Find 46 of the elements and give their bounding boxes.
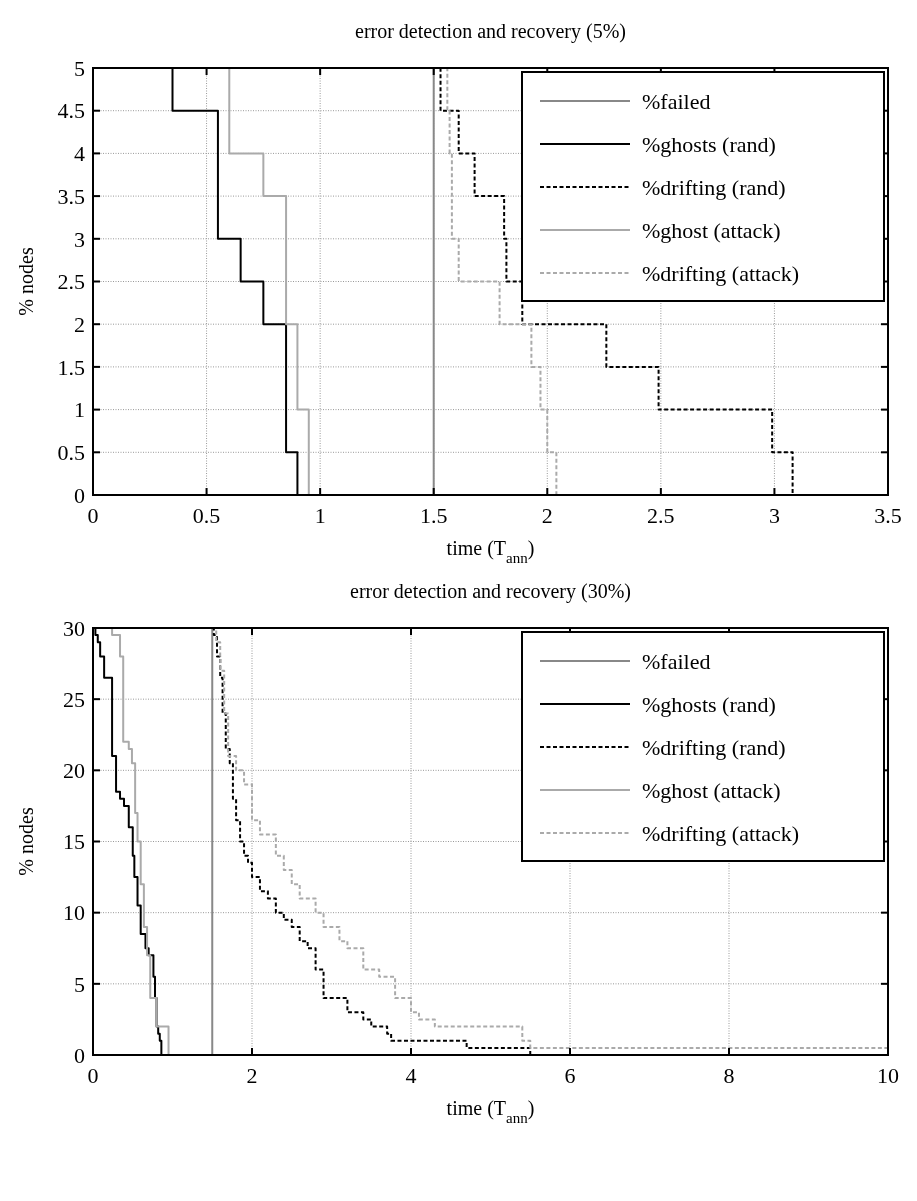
x-tick-label: 2.5	[647, 503, 675, 528]
x-tick-label: 4	[405, 1063, 417, 1088]
x-tick-label: 1	[314, 503, 326, 528]
y-tick-label: 5	[74, 55, 85, 81]
x-axis-title: time (T$_{ann}$)	[446, 1097, 535, 1126]
x-axis-title: time (T$_{ann}$)	[446, 537, 535, 566]
legend-label: %drifting (rand)	[642, 174, 786, 200]
y-tick-label: 0.5	[57, 440, 85, 465]
x-tick-label: 6	[564, 1063, 576, 1088]
legend-label: %drifting (attack)	[642, 820, 799, 846]
x-tick-label: 8	[723, 1063, 735, 1088]
y-tick-label: 2.5	[57, 269, 85, 295]
legend-label: %drifting (attack)	[642, 260, 799, 286]
y-tick-label: 15	[63, 829, 85, 855]
x-tick-label: 3.5	[874, 503, 902, 528]
y-tick-label: 1.5	[57, 354, 85, 380]
y-tick-label: 30	[63, 615, 85, 641]
x-tick-label: 2	[246, 1063, 258, 1088]
y-tick-label: 0	[74, 1042, 85, 1068]
legend-label: %ghost (attack)	[642, 777, 781, 803]
y-tick-label: 10	[63, 900, 85, 926]
legend-label: %drifting (rand)	[642, 734, 786, 760]
legend-label: %ghosts (rand)	[642, 131, 776, 157]
legend-label: %failed	[642, 88, 711, 114]
x-tick-label: 10	[877, 1063, 899, 1088]
x-tick-label: 2	[541, 503, 553, 528]
y-tick-label: 25	[63, 686, 85, 712]
y-tick-label: 3.5	[57, 183, 85, 209]
y-tick-label: 2	[74, 311, 85, 337]
y-tick-label: 4.5	[57, 98, 85, 124]
y-tick-label: 20	[63, 758, 85, 784]
legend-label: %ghosts (rand)	[642, 691, 776, 717]
y-axis-title: % nodes	[15, 807, 37, 876]
y-tick-label: 0	[74, 482, 85, 508]
x-tick-label: 1.5	[419, 503, 448, 528]
legend-label: %ghost (attack)	[642, 217, 781, 243]
x-tick-label: 3	[768, 503, 780, 528]
chart-title: error detection and recovery (30%)	[350, 580, 631, 603]
y-axis-title: % nodes	[15, 247, 37, 316]
legend-label: %failed	[642, 648, 711, 674]
x-tick-label: 0.5	[192, 503, 221, 528]
y-tick-label: 1	[74, 397, 85, 423]
y-tick-label: 4	[74, 141, 85, 167]
chart-title: error detection and recovery (5%)	[355, 20, 626, 43]
y-tick-label: 3	[74, 226, 85, 252]
y-tick-label: 5	[74, 971, 85, 997]
